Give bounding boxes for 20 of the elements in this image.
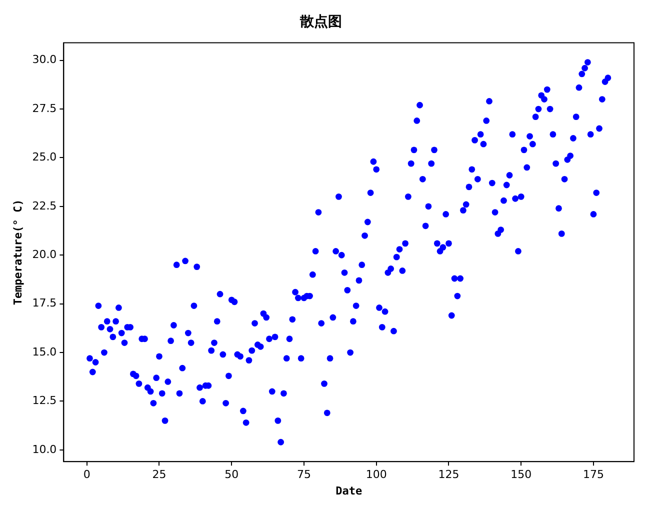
- y-tick-label: 30.0: [32, 53, 57, 66]
- y-tick-label: 17.5: [32, 296, 57, 310]
- x-tick-label: 175: [582, 468, 604, 482]
- y-tick-label: 27.5: [32, 102, 57, 115]
- x-axis-title: Date: [336, 484, 362, 498]
- y-tick-label: 20.0: [32, 248, 57, 261]
- x-tick-label: 0: [83, 468, 90, 482]
- x-tick-label: 50: [224, 468, 239, 482]
- x-tick-label: 25: [152, 468, 166, 482]
- y-tick-label: 22.5: [32, 199, 57, 212]
- x-tick-label: 150: [510, 468, 532, 482]
- y-tick-label: 12.5: [32, 394, 57, 408]
- y-tick-label: 10.0: [32, 442, 57, 456]
- x-tick-label: 75: [296, 468, 311, 482]
- y-axis-title: Temperature(° C): [11, 199, 24, 306]
- chart-title: 散点图: [299, 14, 342, 30]
- y-tick-label: 15.0: [32, 345, 57, 358]
- x-tick-label: 125: [438, 468, 460, 482]
- x-tick-label: 100: [366, 468, 387, 482]
- y-tick-label: 25.0: [32, 150, 57, 164]
